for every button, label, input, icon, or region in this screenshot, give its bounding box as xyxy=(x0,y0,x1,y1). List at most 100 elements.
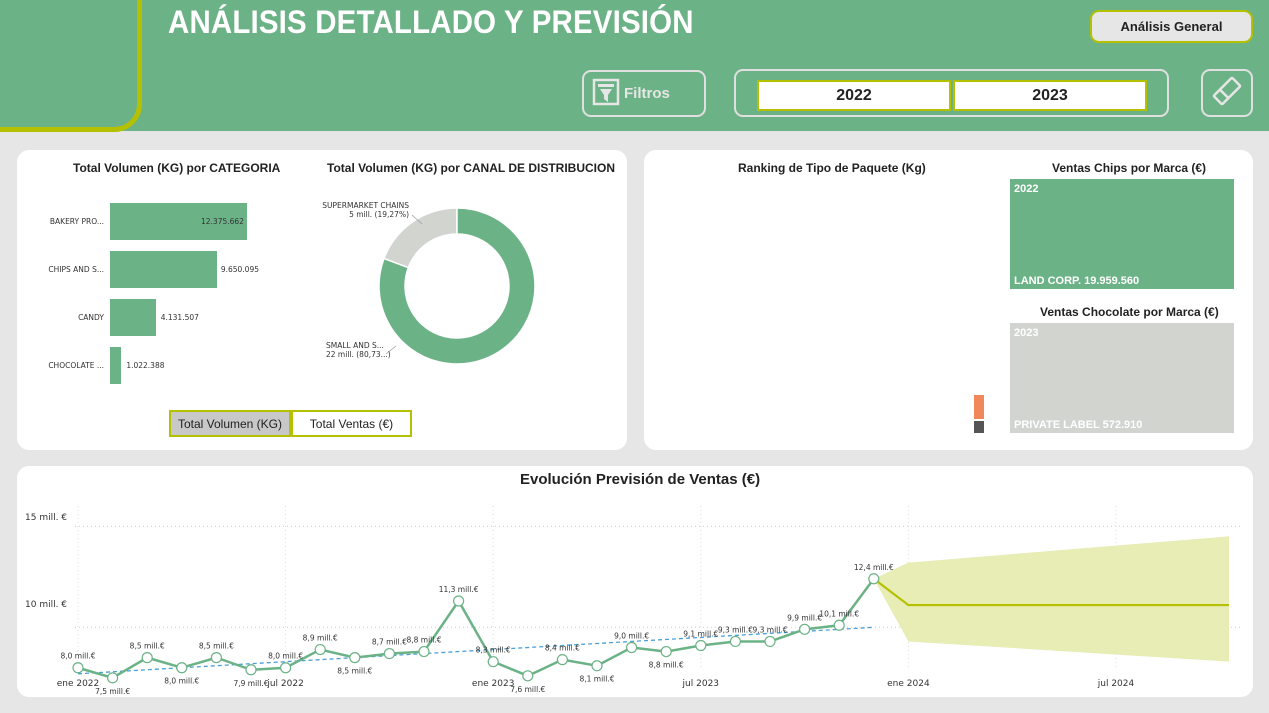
treemap-tile-flow-wrap[interactable]: FLOW WRAP 4 mill. xyxy=(866,178,985,286)
data-point[interactable] xyxy=(245,664,257,676)
category-bar[interactable] xyxy=(110,299,156,336)
data-label: 10,1 mill.€ xyxy=(819,609,859,618)
treemap-tile-bag[interactable]: BAG 11 mill. xyxy=(660,178,866,344)
data-point[interactable] xyxy=(487,656,499,668)
chips-brand-tile[interactable]: 2022 LAND CORP. 19.959.560 xyxy=(1009,178,1235,290)
category-bar[interactable] xyxy=(110,203,247,240)
sales-line xyxy=(77,578,875,680)
treemap-title: Ranking de Tipo de Paquete (Kg) xyxy=(738,161,926,175)
x-tick-label: jul 2024 xyxy=(1097,679,1135,689)
x-tick-label: jul 2023 xyxy=(682,679,719,689)
category-bar-value: 9.650.095 xyxy=(220,265,259,274)
slice-label-supermarket: SUPERMARKET CHAINS xyxy=(322,201,409,210)
y-tick-15: 15 mill. € xyxy=(25,513,67,523)
data-point[interactable] xyxy=(556,654,569,666)
eraser-icon xyxy=(1210,74,1244,112)
year-2022-button[interactable]: 2022 xyxy=(757,80,951,111)
channel-donut-chart: SUPERMARKET CHAINS 5 mill. (19,27%) SMAL… xyxy=(322,201,536,365)
volume-toggle-button[interactable]: Total Volumen (KG) xyxy=(169,410,291,437)
data-point[interactable] xyxy=(625,641,638,654)
data-point[interactable] xyxy=(349,652,361,664)
data-label: 7,6 mill.€ xyxy=(510,685,545,694)
data-point[interactable] xyxy=(868,573,880,585)
x-tick-label: ene 2024 xyxy=(887,679,930,689)
treemap-tile-paper-box[interactable]: PAPER BOX 2 mill. xyxy=(866,286,934,394)
filter-icon xyxy=(592,77,622,111)
data-label: 9,3 mill.€ xyxy=(752,625,787,634)
data-label: 8,5 mill.€ xyxy=(199,642,234,651)
data-label: 8,9 mill.€ xyxy=(303,634,338,643)
slice-label-small: SMALL AND S... xyxy=(326,341,384,350)
logo-frame xyxy=(0,0,142,132)
data-point[interactable] xyxy=(176,662,188,674)
category-bar-label: CHOCOLATE ... xyxy=(48,361,104,370)
data-point[interactable] xyxy=(72,662,84,674)
treemap-tile-unpacked[interactable]: UNPACKED 6 mill. xyxy=(660,344,866,434)
small-leader-line xyxy=(385,345,397,355)
data-label: 8,5 mill.€ xyxy=(337,667,372,676)
data-point[interactable] xyxy=(591,660,603,672)
data-point[interactable] xyxy=(522,670,534,682)
page-title: ANÁLISIS DETALLADO Y PREVISIÓN xyxy=(168,4,694,40)
data-label: 12,4 mill.€ xyxy=(854,563,894,572)
data-point[interactable] xyxy=(798,623,811,635)
data-label: 7,9 mill.€ xyxy=(233,679,268,688)
forecast-line-chart: 15 mill. € 10 mill. € ene 2022 jul 2022 en… xyxy=(25,506,1242,696)
clear-filters-button[interactable] xyxy=(1201,69,1253,117)
data-point[interactable] xyxy=(660,645,672,658)
forecast-title: Evolución Previsión de Ventas (€) xyxy=(520,471,761,488)
data-label: 11,3 mill.€ xyxy=(439,585,479,594)
treemap-tile-tube[interactable]: TUBE 2 mill. xyxy=(934,286,985,394)
x-tick-label: ene 2022 xyxy=(57,679,100,689)
data-point[interactable] xyxy=(418,645,430,658)
category-bar[interactable] xyxy=(110,347,122,384)
category-bar-value: 1.022.388 xyxy=(126,361,165,370)
data-label: 9,9 mill.€ xyxy=(787,613,822,622)
donut-slice[interactable] xyxy=(378,207,536,365)
data-point[interactable] xyxy=(764,635,776,648)
data-label: 8,4 mill.€ xyxy=(545,644,580,653)
forecast-confidence-band xyxy=(873,536,1229,662)
category-bar-value: 12.375.662 xyxy=(201,217,244,226)
data-label: 7,5 mill.€ xyxy=(95,687,130,696)
filters-button[interactable]: Filtros xyxy=(582,70,706,117)
data-point[interactable] xyxy=(314,643,326,656)
data-label: 8,5 mill.€ xyxy=(130,642,165,651)
data-label: 8,1 mill.€ xyxy=(579,675,614,684)
data-point[interactable] xyxy=(210,652,222,664)
sales-toggle-button[interactable]: Total Ventas (€) xyxy=(291,410,412,437)
data-point[interactable] xyxy=(833,619,845,631)
year-selector: 2022 2023 xyxy=(734,69,1169,117)
data-point[interactable] xyxy=(695,639,707,652)
treemap-tile-small-orange[interactable] xyxy=(973,394,985,420)
data-label: 8,0 mill.€ xyxy=(268,652,303,661)
treemap-tile-small-gray[interactable] xyxy=(973,420,985,434)
data-point[interactable] xyxy=(453,595,465,607)
data-label: 9,3 mill.€ xyxy=(718,625,753,634)
category-bar[interactable] xyxy=(110,251,217,288)
data-label: 8,8 mill.€ xyxy=(649,661,684,670)
data-point[interactable] xyxy=(383,647,395,660)
slice-detail-small: 22 mill. (80,73...) xyxy=(326,350,391,359)
filters-label: Filtros xyxy=(624,85,670,102)
treemap-tile-pl[interactable]: PL... 0 m... xyxy=(940,394,973,434)
treemap-tile-weighted[interactable]: WEIGHTED ... 1 mill. xyxy=(866,394,940,434)
data-point[interactable] xyxy=(106,672,119,684)
general-analysis-button[interactable]: Análisis General xyxy=(1090,10,1253,43)
forecast-line xyxy=(873,577,1229,607)
data-label: 9,1 mill.€ xyxy=(683,630,718,639)
data-point[interactable] xyxy=(729,635,742,648)
data-label: 8,0 mill.€ xyxy=(60,652,95,661)
slice-detail-supermarket: 5 mill. (19,27%) xyxy=(349,210,409,219)
x-tick-label: jul 2022 xyxy=(266,679,303,689)
channel-chart-title: Total Volumen (KG) por CANAL DE DISTRIBU… xyxy=(327,161,615,175)
supermarket-leader-line xyxy=(411,214,423,225)
data-label: 8,7 mill.€ xyxy=(372,638,407,647)
choco-brand-tile[interactable]: 2023 PRIVATE LABEL 572.910 xyxy=(1009,322,1235,434)
data-point[interactable] xyxy=(141,652,153,664)
category-chart-title: Total Volumen (KG) por CATEGORIA xyxy=(73,161,281,175)
category-bar-label: CANDY xyxy=(78,313,104,322)
data-label: 9,0 mill.€ xyxy=(614,632,649,641)
data-point[interactable] xyxy=(280,662,292,674)
year-2023-button[interactable]: 2023 xyxy=(953,80,1147,111)
